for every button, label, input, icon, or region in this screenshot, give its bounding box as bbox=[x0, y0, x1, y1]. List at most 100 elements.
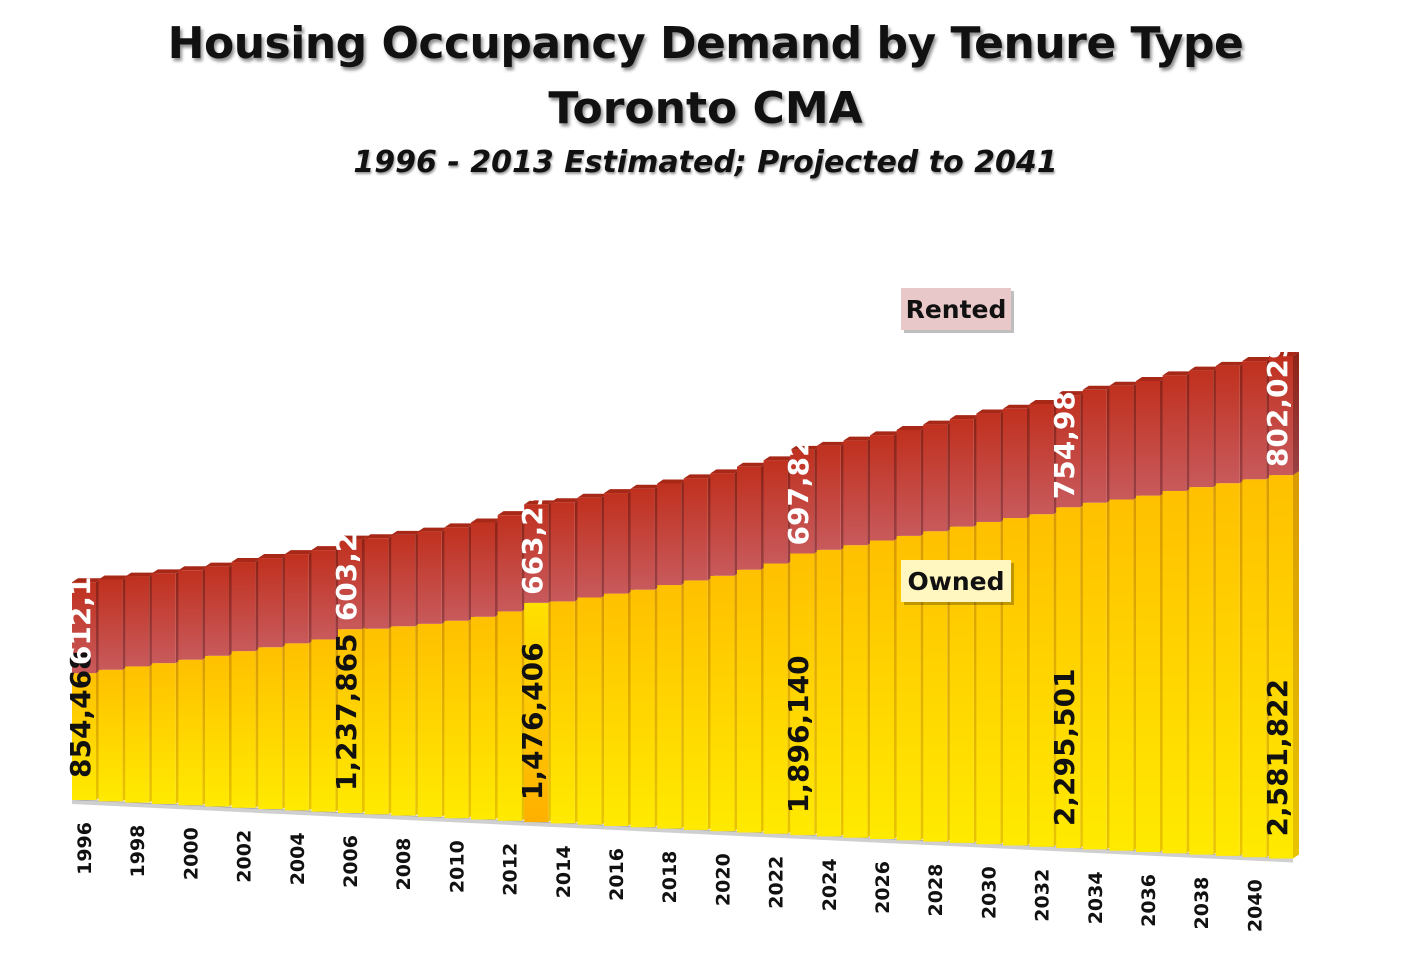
bar-owned-2013 bbox=[524, 602, 549, 823]
bar-owned-2004 bbox=[284, 643, 309, 811]
svg-text:Rented: Rented bbox=[906, 295, 1007, 324]
bar-group-2026 bbox=[870, 431, 900, 839]
bar-group-2021 bbox=[737, 462, 767, 833]
bar-group-2034 bbox=[1082, 385, 1113, 850]
bar-group-2002 bbox=[231, 558, 262, 808]
bar-owned-2025 bbox=[843, 545, 868, 838]
bar-rented-2034 bbox=[1082, 389, 1107, 503]
bar-rented-2037 bbox=[1162, 375, 1187, 491]
bar-owned-2018 bbox=[657, 585, 682, 829]
bar-group-2028 bbox=[923, 420, 954, 842]
bar-owned-2019 bbox=[683, 580, 708, 830]
label-owned-2023: 1,896,140 bbox=[782, 655, 815, 813]
x-tick-2006: 2006 bbox=[340, 835, 362, 888]
bar-group-1998 bbox=[125, 572, 156, 803]
bar-rented-2020 bbox=[710, 473, 735, 576]
bar-rented-2040 bbox=[1242, 361, 1267, 480]
bar-rented-2018 bbox=[657, 483, 682, 586]
x-tick-2018: 2018 bbox=[659, 851, 681, 904]
bar-rented-2004 bbox=[284, 554, 309, 644]
bar-group-2019 bbox=[683, 474, 714, 830]
bar-owned-2003 bbox=[258, 647, 283, 810]
bar-top bbox=[1269, 351, 1299, 356]
bar-rented-2010 bbox=[444, 527, 469, 621]
bar-group-2029 bbox=[949, 415, 980, 843]
bar-group-2031 bbox=[1003, 404, 1033, 846]
bar-top bbox=[98, 575, 129, 580]
bar-owned-side bbox=[1293, 471, 1299, 859]
bar-rented-2033 bbox=[1056, 395, 1081, 508]
x-tick-2040: 2040 bbox=[1244, 879, 1266, 932]
label-owned-2041: 2,581,822 bbox=[1261, 679, 1294, 837]
x-tick-2016: 2016 bbox=[606, 848, 628, 901]
bar-rented-2032 bbox=[1029, 403, 1054, 515]
bar-owned-2016 bbox=[604, 593, 628, 826]
x-tick-2032: 2032 bbox=[1032, 869, 1054, 922]
bar-top bbox=[976, 409, 1007, 414]
bar-owned-2041 bbox=[1269, 475, 1293, 859]
bar-top bbox=[683, 474, 714, 479]
bar-top bbox=[1136, 376, 1166, 381]
bar-top bbox=[1242, 357, 1273, 362]
bar-owned-2022 bbox=[763, 563, 788, 834]
bar-top bbox=[338, 535, 368, 540]
bar-top bbox=[497, 511, 528, 516]
bar-top bbox=[1056, 391, 1087, 396]
bar-top bbox=[577, 493, 608, 498]
label-owned-1996: 854,468 bbox=[64, 650, 97, 778]
bar-rented-2021 bbox=[737, 466, 761, 570]
label-rented-2013: 663,237 bbox=[516, 467, 549, 595]
bar-group-2008 bbox=[391, 530, 422, 816]
bar-owned-2037 bbox=[1162, 490, 1187, 854]
bar-group-2000 bbox=[178, 566, 209, 806]
bar-group-2017 bbox=[630, 484, 661, 828]
bar-group-2025 bbox=[843, 436, 874, 838]
bar-group-2018 bbox=[657, 479, 688, 829]
bar-owned-2014 bbox=[550, 601, 575, 824]
label-rented-2041: 802,029 bbox=[1261, 340, 1294, 468]
bar-group-2020 bbox=[710, 469, 741, 832]
bar-top bbox=[311, 546, 342, 551]
bar-rented-2031 bbox=[1003, 408, 1027, 519]
svg-text:Owned: Owned bbox=[908, 567, 1005, 596]
bar-owned-1999 bbox=[151, 663, 176, 804]
bar-top bbox=[763, 456, 794, 461]
x-tick-2034: 2034 bbox=[1085, 871, 1107, 924]
bar-owned-2039 bbox=[1215, 483, 1240, 856]
x-tick-2008: 2008 bbox=[393, 838, 415, 891]
x-tick-2038: 2038 bbox=[1191, 877, 1213, 930]
bar-top bbox=[790, 445, 821, 450]
label-owned-2013: 1,476,406 bbox=[516, 642, 549, 800]
x-tick-2026: 2026 bbox=[872, 861, 894, 914]
bar-top bbox=[843, 436, 874, 441]
bar-rented-2030 bbox=[976, 413, 1001, 522]
chart-title: Housing Occupancy Demand by Tenure Type bbox=[167, 18, 1244, 69]
bar-rented-2011 bbox=[471, 522, 495, 617]
bar-rented-2035 bbox=[1109, 385, 1134, 500]
bar-owned-2040 bbox=[1242, 479, 1267, 858]
bar-owned-2024 bbox=[816, 549, 841, 837]
bar-owned-2023 bbox=[790, 553, 815, 836]
bar-top bbox=[1082, 385, 1113, 390]
x-tick-2000: 2000 bbox=[180, 827, 202, 880]
bar-rented-2027 bbox=[896, 429, 921, 536]
bar-owned-2007 bbox=[364, 628, 389, 815]
chart-subtitle-note: 1996 - 2013 Estimated; Projected to 2041 bbox=[353, 145, 1058, 180]
bar-group-2010 bbox=[444, 523, 475, 819]
x-tick-2012: 2012 bbox=[500, 843, 522, 896]
bar-top bbox=[550, 498, 581, 503]
bar-rented-2014 bbox=[550, 502, 575, 602]
bar-group-2027 bbox=[896, 425, 927, 841]
legend-rented-label: Rented bbox=[901, 288, 1014, 333]
bar-rented-2006 bbox=[338, 539, 362, 630]
bar-rented-2028 bbox=[923, 424, 948, 532]
bar-owned-2006 bbox=[338, 629, 362, 813]
bar-top bbox=[737, 462, 767, 467]
bar-rented-2009 bbox=[417, 531, 442, 624]
bar-rented-2012 bbox=[497, 515, 522, 612]
x-tick-2030: 2030 bbox=[978, 866, 1000, 919]
bar-rented-2005 bbox=[311, 550, 336, 640]
bar-top bbox=[1189, 366, 1220, 371]
x-tick-2028: 2028 bbox=[925, 864, 947, 917]
x-tick-2036: 2036 bbox=[1138, 874, 1160, 927]
